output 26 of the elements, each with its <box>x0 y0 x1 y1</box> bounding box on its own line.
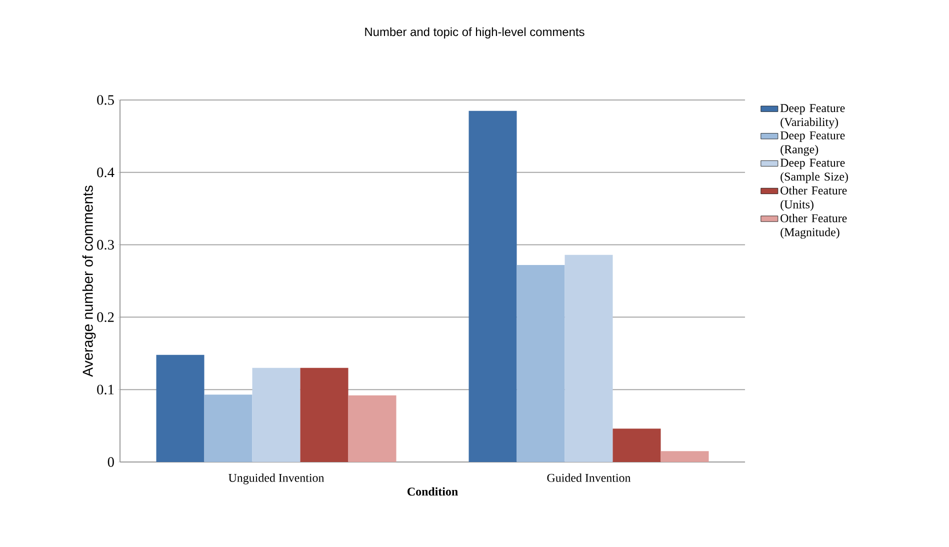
bar <box>252 368 300 462</box>
bar <box>516 265 565 462</box>
bar <box>468 110 517 462</box>
y-tick-label: 0.2 <box>97 312 114 322</box>
bar <box>300 368 348 462</box>
bar <box>348 395 396 462</box>
legend-label: Other Feature (Units) <box>780 186 847 211</box>
y-tick-label: 0.1 <box>97 384 114 394</box>
bar <box>564 254 613 462</box>
y-tick-label: 0.3 <box>97 240 114 250</box>
legend-label: Deep Feature (Range) <box>780 131 845 156</box>
y-tick-label: 0 <box>108 457 114 467</box>
y-axis-title: Average number of comments <box>82 186 96 377</box>
y-tick-label: 0.4 <box>97 168 114 178</box>
chart-title: Number and topic of high-level comments <box>365 27 584 38</box>
legend-label: Deep Feature (Variability) <box>780 104 845 129</box>
legend-label: Deep Feature (Sample Size) <box>780 158 848 184</box>
y-tick-label: 0.5 <box>97 95 114 105</box>
legend-label: Other Feature (Magnitude) <box>780 214 847 239</box>
x-tick-label: Unguided Invention <box>228 474 324 484</box>
bar <box>204 394 252 462</box>
bar <box>612 428 661 462</box>
x-tick-label: Guided Invention <box>547 474 631 482</box>
bar <box>660 451 709 462</box>
x-axis-title: Condition <box>408 487 458 496</box>
bar <box>156 354 204 462</box>
